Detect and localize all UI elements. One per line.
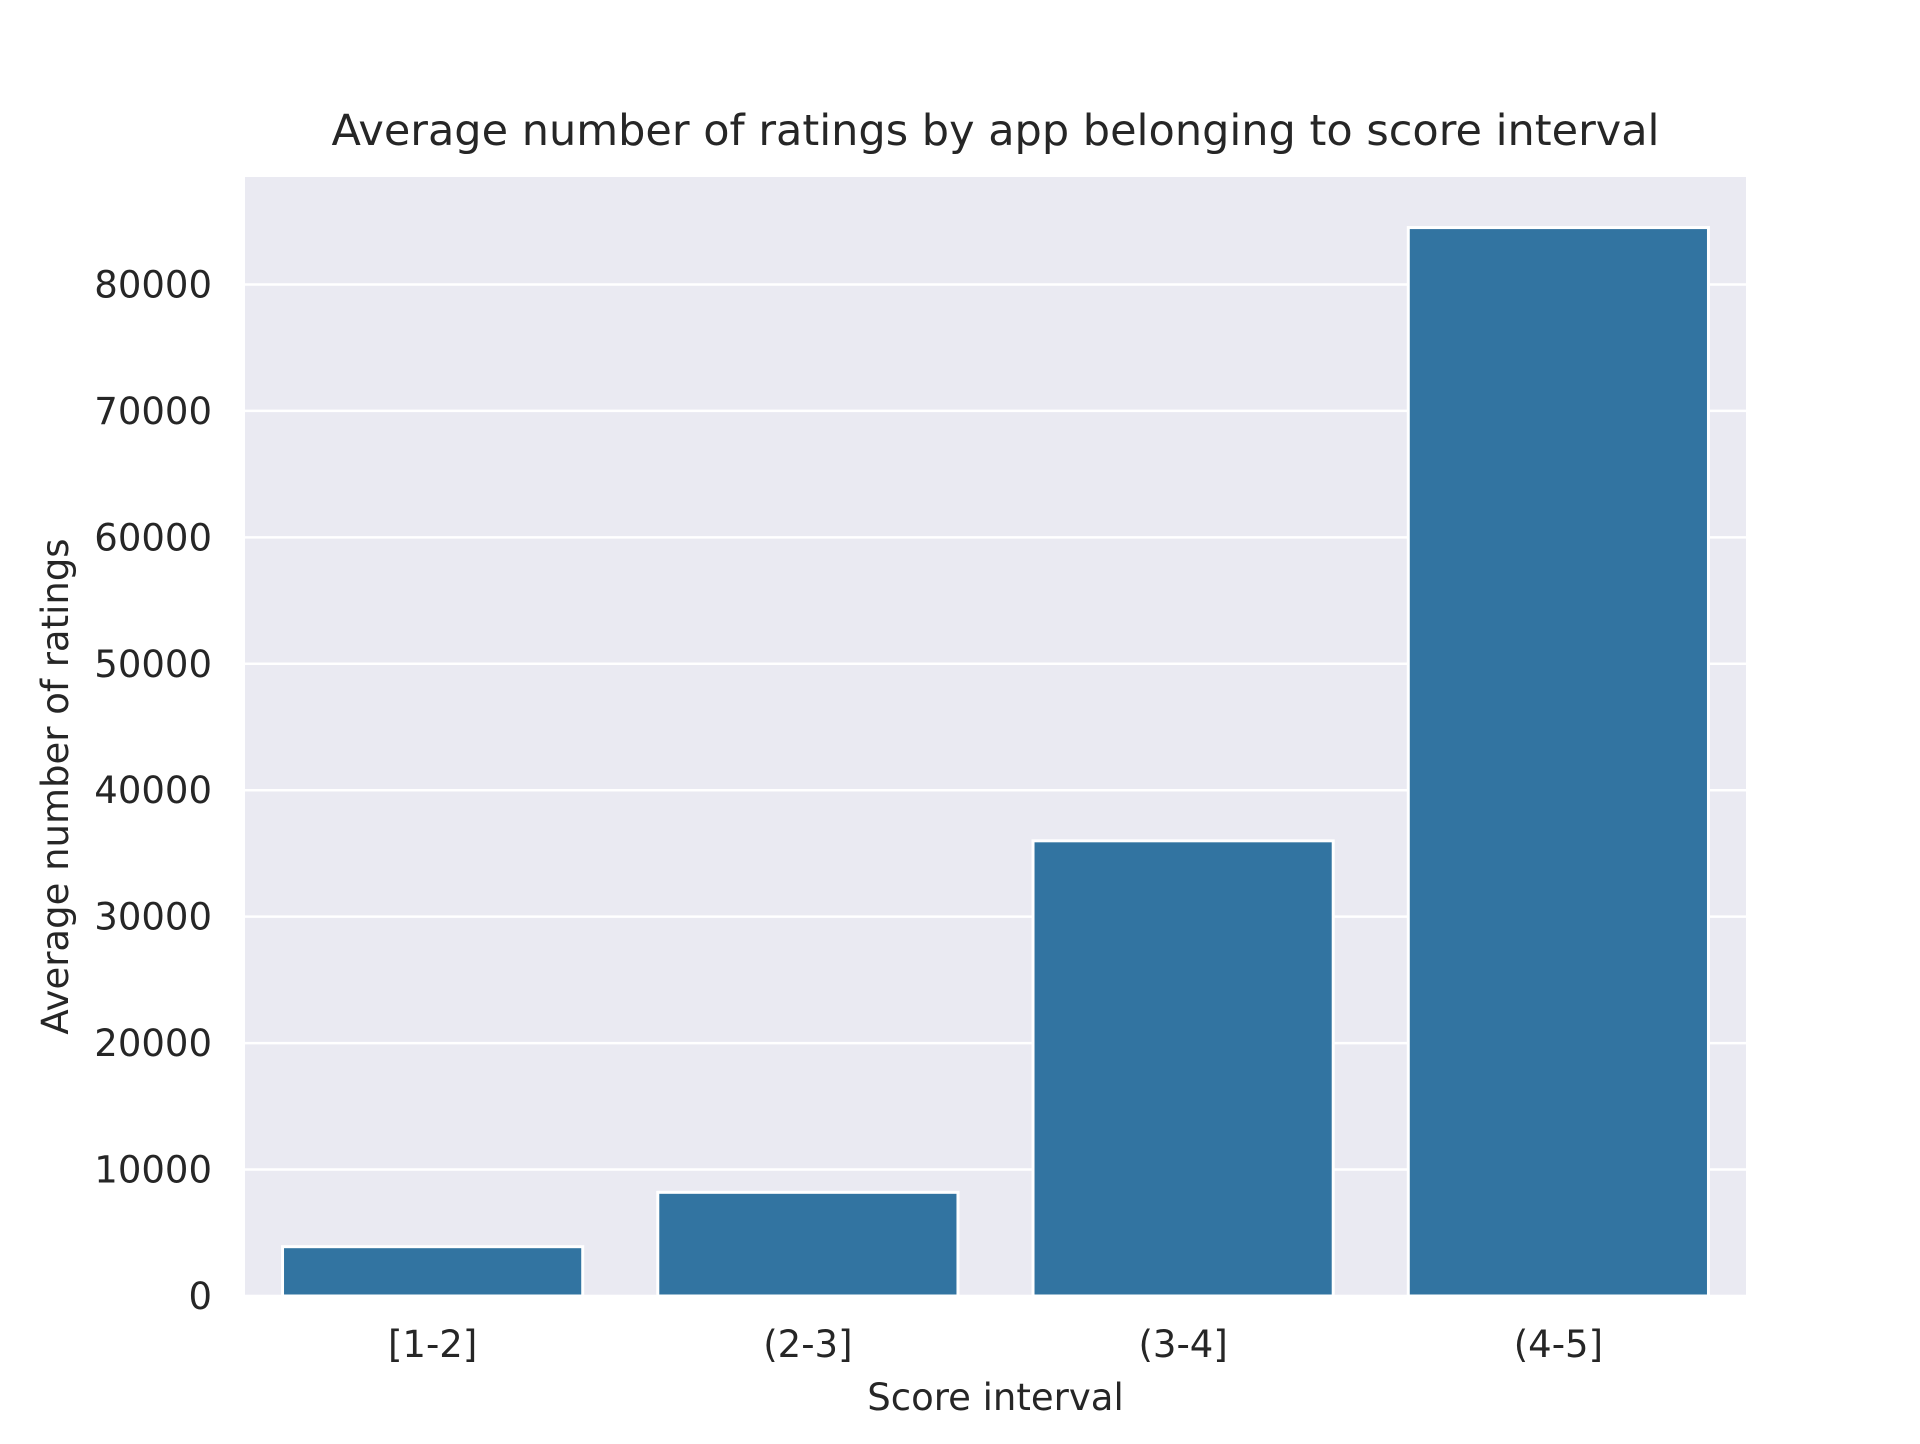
y-tick-label: 80000	[94, 263, 212, 306]
x-tick-label: (3-4]	[1138, 1323, 1227, 1366]
bars	[281, 226, 1710, 1298]
bar-[1-2]	[281, 1245, 585, 1298]
y-tick-labels: 0 10000 20000 30000 40000 50000 60000 70000 8000…	[94, 263, 212, 1318]
y-axis-label: Average number of ratings	[34, 538, 77, 1034]
x-tick-label: [1-2]	[388, 1323, 477, 1366]
y-tick-label: 20000	[94, 1022, 212, 1065]
x-tick-labels: [1-2] (2-3] (3-4] (4-5]	[388, 1323, 1603, 1366]
x-axis-label: Score interval	[867, 1376, 1123, 1419]
y-tick-label: 60000	[94, 516, 212, 559]
y-tick-label: 0	[188, 1275, 212, 1318]
y-tick-label: 40000	[94, 769, 212, 812]
y-tick-label: 10000	[94, 1149, 212, 1192]
chart-title: Average number of ratings by app belongi…	[331, 106, 1659, 156]
bar-(2-3]	[656, 1190, 960, 1298]
y-tick-label: 70000	[94, 390, 212, 433]
y-tick-label: 30000	[94, 896, 212, 939]
y-tick-label: 50000	[94, 643, 212, 686]
x-tick-label: (2-3]	[763, 1323, 852, 1366]
bar-(3-4]	[1031, 839, 1335, 1298]
bar-(4-5]	[1406, 226, 1710, 1298]
x-tick-label: (4-5]	[1514, 1323, 1603, 1366]
